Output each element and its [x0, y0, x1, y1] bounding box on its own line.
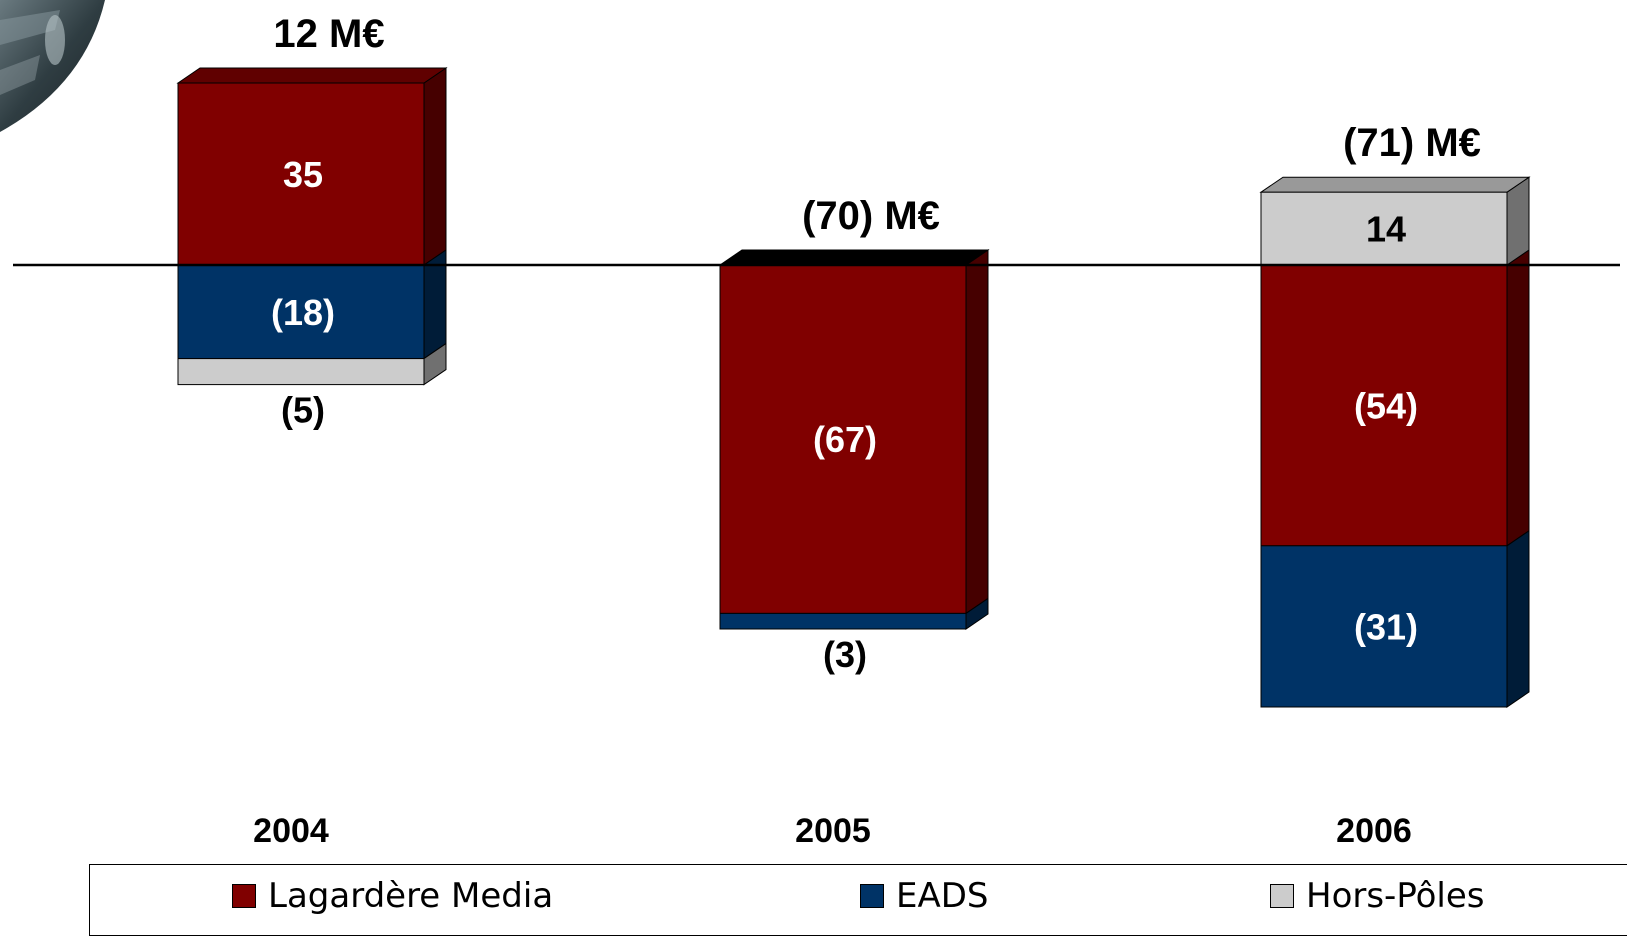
total-label: 12 M€ [273, 12, 384, 56]
legend: Lagardère Media EADS Hors-Pôles [89, 864, 1627, 936]
bar-top-2004 [176, 67, 448, 84]
total-label: (70) M€ [802, 194, 940, 238]
bar-group-2005: (67) (3) (70) M€ [718, 194, 990, 675]
legend-item-hors-poles: Hors-Pôles [1270, 879, 1485, 913]
data-label: (67) [813, 419, 877, 460]
bar-side-2004-0 [423, 67, 447, 266]
data-label: 14 [1366, 209, 1406, 250]
bars-layer: 35 (18) (5) 12 M€ (67) (3) (70) M€ (54) (31) 14 (7… [176, 12, 1531, 708]
legend-item-eads: EADS [860, 879, 989, 913]
bar-side-2006-0 [1506, 249, 1530, 547]
bar-2004-eads [177, 264, 425, 360]
bar-2006-lagard-re-media [1260, 264, 1508, 547]
category-label: 2004 [253, 812, 329, 850]
data-label: (5) [281, 390, 325, 431]
bar-2005-eads [719, 612, 967, 630]
legend-swatch-eads [860, 884, 884, 908]
data-label: (54) [1354, 385, 1418, 426]
legend-label: Hors-Pôles [1306, 876, 1485, 916]
corner-photo [0, 0, 105, 132]
data-label: (18) [271, 292, 335, 333]
bar-side-2006-1 [1506, 529, 1530, 708]
data-label: (3) [823, 634, 867, 675]
bar-group-2004: 35 (18) (5) 12 M€ [176, 12, 448, 431]
bar-2004-hors-p-les [177, 358, 425, 386]
bar-group-2006: (54) (31) 14 (71) M€ [1259, 121, 1531, 708]
bar-top-2005 [718, 249, 990, 266]
bar-2004-lagard-re-media [177, 82, 425, 266]
bar-side-2005-0 [965, 249, 989, 615]
bar-2006-hors-p-les [1260, 191, 1508, 266]
category-label: 2005 [795, 812, 871, 850]
bar-2005-lagard-re-media [719, 264, 967, 614]
stacked-bar-chart: 35 (18) (5) 12 M€ (67) (3) (70) M€ (54) (31) 14 (7… [13, 12, 1620, 850]
data-label: 35 [283, 154, 323, 195]
legend-item-lagardere-media: Lagardère Media [232, 879, 553, 913]
category-label: 2006 [1336, 812, 1412, 850]
legend-label: EADS [896, 876, 989, 916]
legend-label: Lagardère Media [268, 876, 554, 916]
legend-swatch-lagardere-media [232, 884, 256, 908]
legend-swatch-hors-poles [1270, 884, 1294, 908]
data-label: (31) [1354, 606, 1418, 647]
bar-side-2004-1 [423, 249, 447, 360]
bar-2006-eads [1260, 545, 1508, 708]
bar-top-2006 [1259, 176, 1531, 193]
total-label: (71) M€ [1343, 121, 1481, 165]
